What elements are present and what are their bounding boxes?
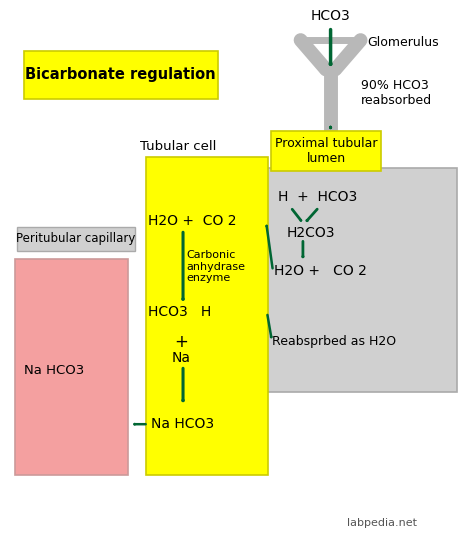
Text: H  +  HCO3: H + HCO3 <box>278 190 357 204</box>
Text: Glomerulus: Glomerulus <box>367 36 439 49</box>
Text: H2O +   CO 2: H2O + CO 2 <box>274 264 367 278</box>
Text: Bicarbonate regulation: Bicarbonate regulation <box>26 67 216 82</box>
FancyBboxPatch shape <box>15 259 128 475</box>
Text: H2CO3: H2CO3 <box>287 226 335 240</box>
Text: +: + <box>174 333 188 350</box>
Text: Peritubular capillary: Peritubular capillary <box>16 232 136 245</box>
FancyBboxPatch shape <box>146 157 268 475</box>
Text: Carbonic
anhydrase
enzyme: Carbonic anhydrase enzyme <box>187 250 246 284</box>
Text: Na HCO3: Na HCO3 <box>24 364 84 377</box>
Text: H2O +  CO 2: H2O + CO 2 <box>148 215 237 229</box>
FancyBboxPatch shape <box>17 227 135 251</box>
Text: Tubular cell: Tubular cell <box>140 140 217 153</box>
FancyBboxPatch shape <box>271 131 381 171</box>
FancyBboxPatch shape <box>266 168 457 392</box>
Text: HCO3   H: HCO3 H <box>148 305 212 319</box>
Text: labpedia.net: labpedia.net <box>346 518 417 528</box>
FancyBboxPatch shape <box>24 51 218 99</box>
Text: 90% HCO3
reabsorbed: 90% HCO3 reabsorbed <box>361 79 432 107</box>
Text: Reabsprbed as H2O: Reabsprbed as H2O <box>272 335 396 348</box>
Text: Proximal tubular
lumen: Proximal tubular lumen <box>275 137 377 165</box>
Text: Na HCO3: Na HCO3 <box>151 417 214 431</box>
Text: Na: Na <box>171 350 190 364</box>
Text: HCO3: HCO3 <box>311 9 350 23</box>
